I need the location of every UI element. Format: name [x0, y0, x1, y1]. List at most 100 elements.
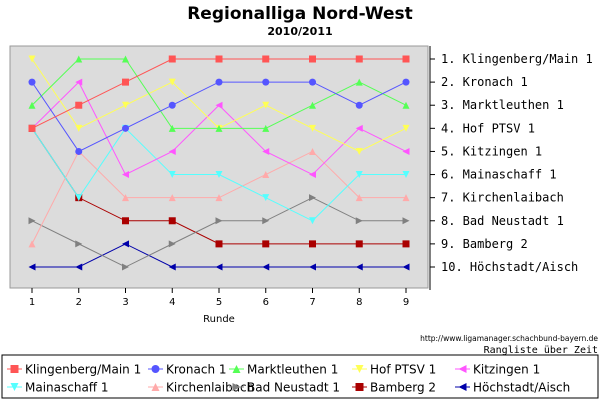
x-tick-label: 5: [216, 297, 222, 308]
chart-title: Regionalliga Nord-West: [187, 4, 413, 24]
legend-label: Kitzingen 1: [473, 363, 540, 377]
data-point: [355, 171, 363, 179]
legend-label: Mainaschaff 1: [25, 381, 109, 395]
data-point: [402, 263, 410, 271]
series: [28, 78, 410, 155]
legend-label: Kirchenlaibach: [166, 381, 254, 395]
legend-item: Kitzingen 1: [455, 363, 540, 377]
x-axis-label: Runde: [203, 314, 235, 325]
rank-label: 7. Kirchenlaibach: [441, 191, 564, 205]
legend-marker: [458, 365, 467, 373]
series: [28, 55, 410, 132]
chart-caption: Rangliste über Zeit: [484, 345, 598, 356]
data-point: [262, 194, 270, 202]
data-point: [355, 101, 363, 109]
data-point: [355, 124, 363, 132]
rank-label: 5. Kitzingen 1: [441, 144, 542, 158]
data-point: [215, 194, 223, 202]
data-point: [168, 217, 176, 225]
x-tick-label: 6: [263, 297, 269, 308]
data-point: [262, 240, 270, 248]
data-point: [168, 194, 176, 202]
data-point: [168, 147, 176, 155]
rank-label: 9. Bamberg 2: [441, 237, 528, 251]
data-point: [355, 147, 363, 155]
data-point: [122, 217, 129, 225]
legend-marker: [151, 383, 160, 391]
legend-item: Kronach 1: [148, 363, 227, 377]
legend-label: Bamberg 2: [370, 381, 436, 395]
data-point: [309, 78, 316, 86]
x-tick-label: 3: [122, 297, 128, 308]
data-point: [75, 124, 83, 132]
data-point: [28, 101, 36, 109]
rank-label: 2. Kronach 1: [441, 75, 528, 89]
rank-label: 10. Höchstadt/Aisch: [441, 260, 578, 274]
rank-label: 3. Marktleuthen 1: [441, 98, 564, 112]
data-point: [402, 101, 410, 109]
data-point: [402, 171, 410, 179]
data-point: [75, 194, 83, 202]
legend-marker: [232, 365, 241, 373]
data-point: [309, 171, 316, 179]
data-point: [262, 171, 270, 179]
data-point: [402, 124, 410, 132]
data-point: [355, 217, 363, 225]
data-point: [168, 240, 176, 248]
legend-label: Klingenberg/Main 1: [25, 363, 141, 377]
legend-item: Kirchenlaibach: [148, 381, 254, 395]
legend-marker: [355, 383, 364, 391]
legend-label: Höchstadt/Aisch: [473, 381, 570, 395]
legend: Klingenberg/Main 1 Kronach 1 Marktleuthen …: [7, 363, 570, 395]
legend-marker: [10, 383, 19, 391]
legend-label: Kronach 1: [166, 363, 227, 377]
data-point: [75, 240, 83, 248]
data-point: [355, 194, 363, 202]
legend-item: Höchstadt/Aisch: [455, 381, 570, 395]
legend-item: Bad Neustadt 1: [229, 381, 340, 395]
legend-box: [1, 354, 599, 399]
data-point: [262, 101, 270, 109]
data-point: [28, 55, 36, 63]
data-point: [215, 263, 223, 271]
data-point: [215, 124, 223, 132]
series: [28, 124, 410, 248]
data-point: [262, 217, 270, 225]
series: [28, 194, 410, 271]
source-url: http://www.ligamanager.schachbund-bayern…: [420, 334, 598, 343]
legend-marker: [10, 365, 19, 373]
data-point: [215, 55, 223, 63]
data-point: [215, 171, 223, 179]
data-point: [168, 171, 176, 179]
data-point: [215, 78, 223, 86]
data-point: [168, 263, 176, 271]
series: [28, 55, 410, 132]
data-point: [309, 194, 316, 202]
legend-marker: [151, 365, 160, 373]
legend-label: Marktleuthen 1: [247, 363, 338, 377]
x-tick-label: 2: [76, 297, 82, 308]
x-tick-label: 9: [403, 297, 409, 308]
data-point: [402, 147, 410, 155]
x-axis: 1 2 3 4 5 6 7 8 9: [29, 288, 409, 308]
legend-item: Klingenberg/Main 1: [7, 363, 141, 377]
series: [28, 240, 410, 271]
data-point: [122, 171, 129, 179]
data-point: [168, 55, 176, 63]
data-point: [168, 78, 176, 86]
data-point: [75, 55, 83, 63]
data-point: [262, 147, 270, 155]
data-point: [262, 78, 270, 86]
data-point: [309, 55, 316, 63]
legend-item: Hof PTSV 1: [352, 363, 436, 377]
data-point: [309, 147, 316, 155]
legend-item: Marktleuthen 1: [229, 363, 338, 377]
x-tick-label: 4: [169, 297, 175, 308]
data-point: [309, 263, 316, 271]
data-point: [355, 55, 363, 63]
data-point: [262, 124, 270, 132]
legend-marker: [232, 383, 241, 391]
data-point: [309, 124, 316, 132]
legend-item: Bamberg 2: [352, 381, 436, 395]
